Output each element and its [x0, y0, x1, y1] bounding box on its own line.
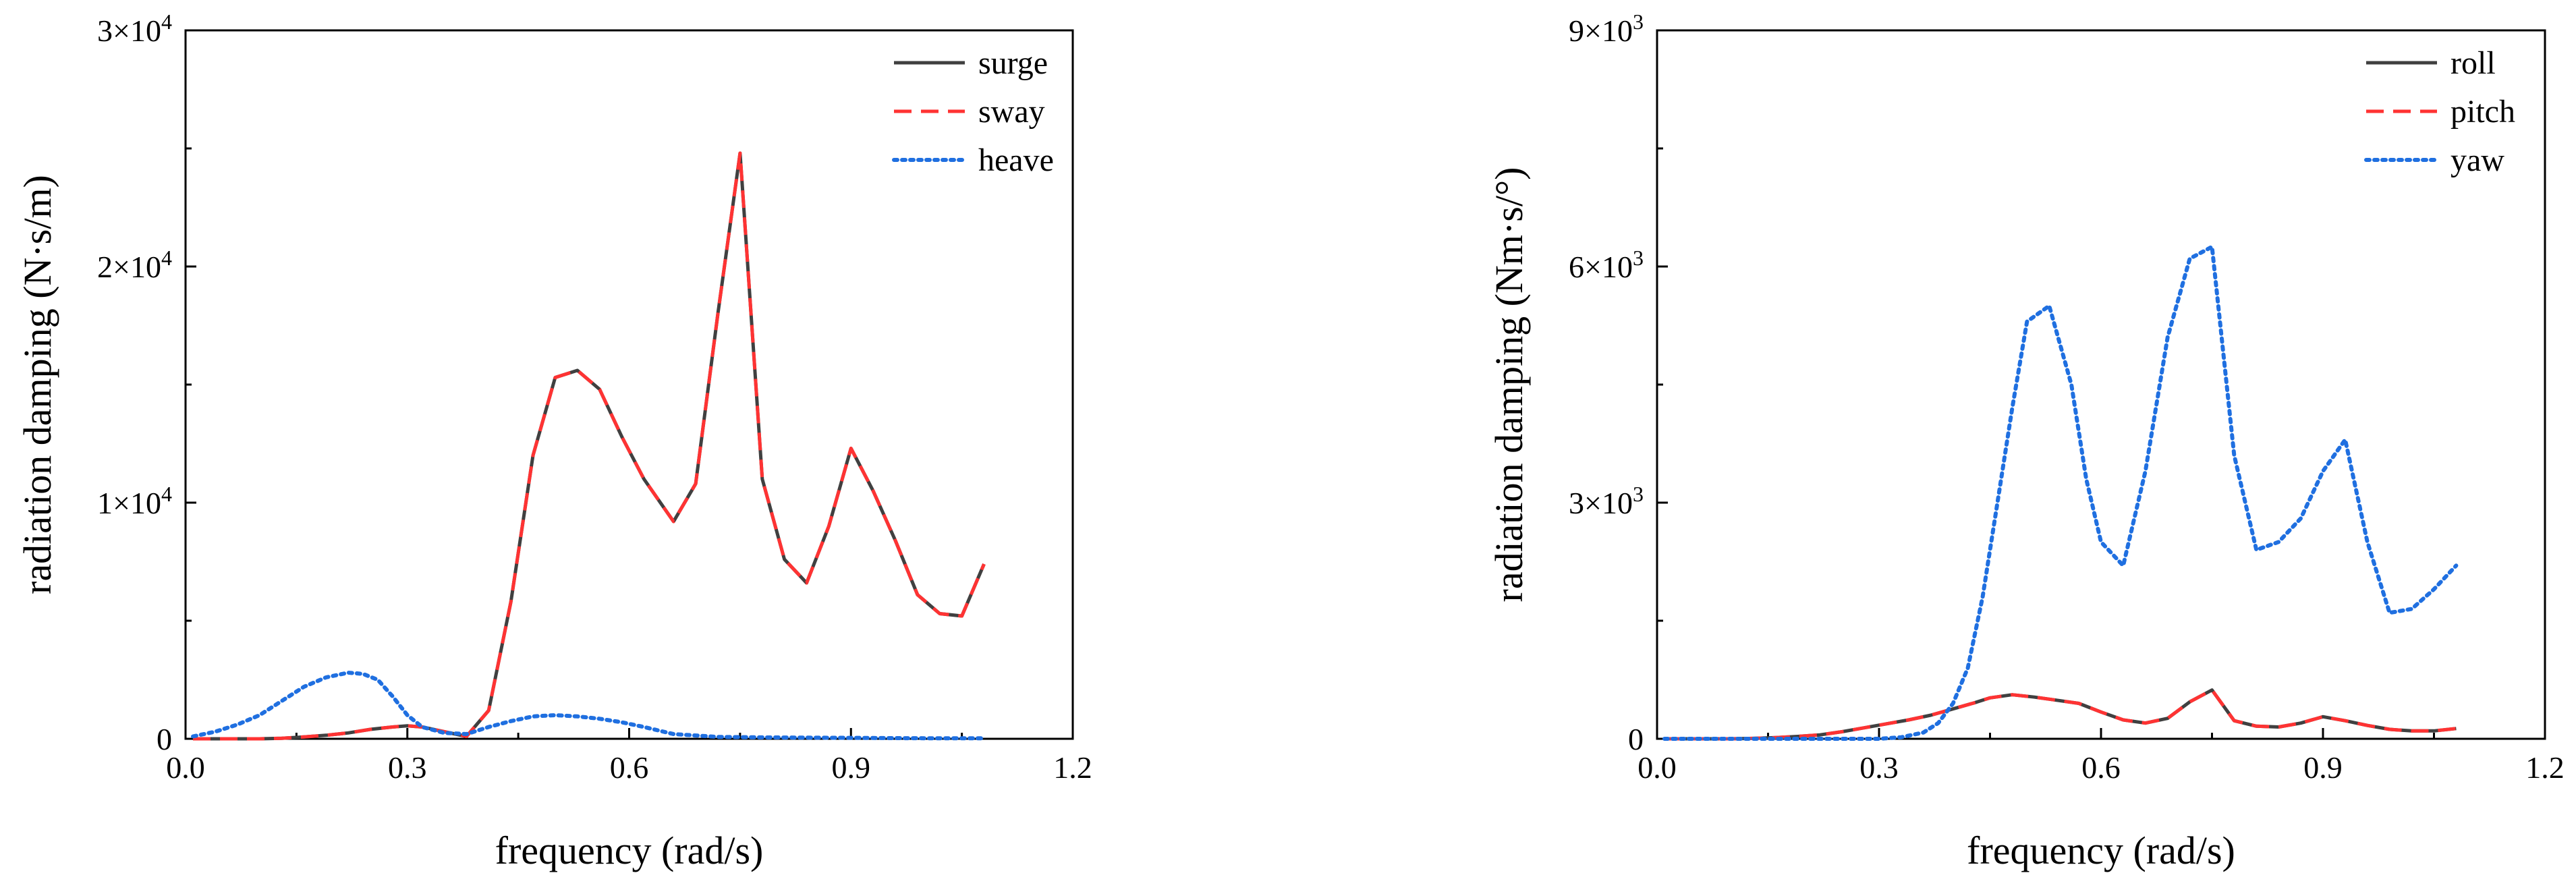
right-y-tick-label: 9×103: [1569, 9, 1644, 48]
right-legend-label-yaw: yaw: [2451, 142, 2504, 178]
left-legend-label-sway: sway: [978, 94, 1045, 130]
right-series-yaw: [1662, 244, 2459, 741]
right-x-axis-label: frequency (rad/s): [1967, 829, 2235, 872]
right-x-tick-label: 0.6: [2081, 750, 2121, 785]
left-x-tick-label: 0.6: [610, 750, 649, 785]
translational-damping-chart: 0.0 0.3 0.6 0.9 1.2 0 1×104 2×104 3×104 frequency…: [16, 9, 1092, 872]
left-legend-label-heave: heave: [978, 142, 1054, 178]
left-x-axis-label: frequency (rad/s): [495, 829, 764, 872]
right-x-tick-label: 1.2: [2525, 750, 2565, 785]
left-series-sway: [193, 151, 986, 741]
right-legend-label-pitch: pitch: [2451, 94, 2515, 130]
left-x-tick-label: 0.0: [166, 750, 205, 785]
rotational-damping-chart: 0.0 0.3 0.6 0.9 1.2 0 3×103 6×103 9×103 frequency…: [1487, 9, 2565, 872]
right-y-tick-label: 3×103: [1569, 482, 1644, 520]
right-chart: 0.0 0.3 0.6 0.9 1.2 0 3×103 6×103 9×103 frequency…: [1288, 0, 2576, 896]
left-x-tick-label: 0.3: [388, 750, 427, 785]
right-plot-frame: [1656, 29, 2546, 740]
left-x-tick-label: 0.9: [832, 750, 871, 785]
right-x-tick-label: 0.9: [2303, 750, 2343, 785]
right-y-axis-label: radiation damping (Nm·s/°): [1487, 167, 1531, 603]
right-legend-label-roll: roll: [2451, 45, 2496, 81]
left-y-tick-label: 0: [157, 722, 172, 756]
left-series-surge: [193, 151, 986, 741]
left-chart: 0.0 0.3 0.6 0.9 1.2 0 1×104 2×104 3×104 frequency…: [16, 9, 1092, 872]
right-y-tick-label: 0: [1628, 722, 1644, 756]
left-y-tick-label: 3×104: [97, 9, 172, 48]
right-x-tick-label: 0.3: [1859, 750, 1899, 785]
right-y-tick-label: 6×103: [1569, 246, 1644, 284]
right-series-roll: [1664, 688, 2457, 741]
left-plot-frame: [184, 29, 1074, 740]
left-y-axis-label: radiation damping (N·s/m): [16, 175, 59, 594]
left-y-tick-label: 2×104: [97, 246, 172, 284]
left-x-tick-label: 1.2: [1053, 750, 1092, 785]
left-y-tick-label: 1×104: [97, 482, 172, 520]
left-legend-label-surge: surge: [978, 45, 1048, 81]
right-x-tick-label: 0.0: [1637, 750, 1677, 785]
right-series-pitch: [1664, 688, 2457, 741]
left-series-heave: [191, 671, 986, 741]
